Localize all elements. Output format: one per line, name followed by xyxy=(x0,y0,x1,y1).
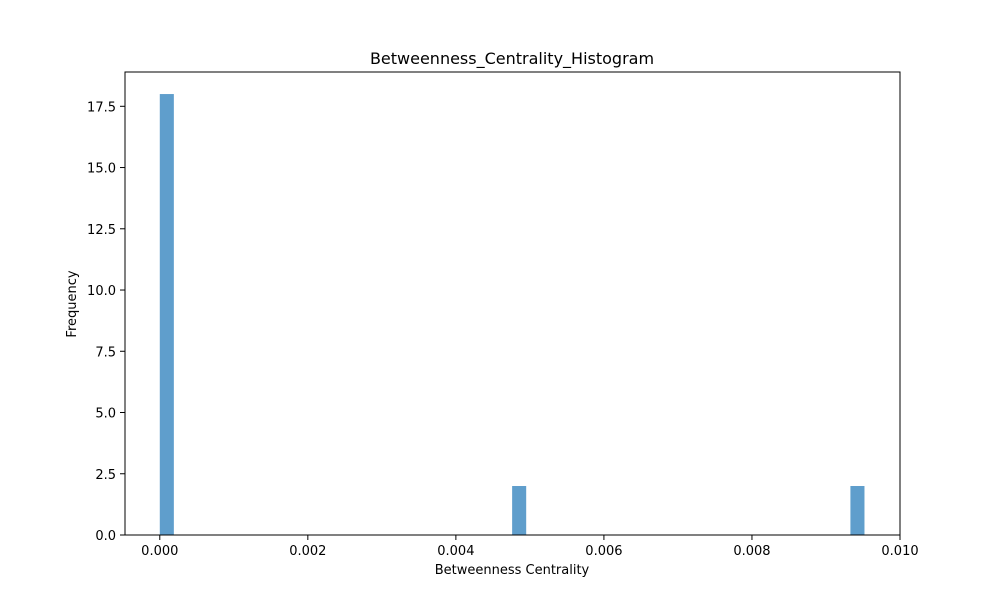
x-axis-label: Betweenness Centrality xyxy=(435,563,590,578)
y-tick-label: 7.5 xyxy=(95,345,116,360)
x-tick-label: 0.002 xyxy=(289,544,326,559)
y-axis-label: Frequency xyxy=(65,270,80,337)
histogram-bar xyxy=(850,486,865,535)
x-axis-ticks: 0.000 0.002 0.004 0.006 0.008 0.010 xyxy=(141,535,919,559)
histogram-bar xyxy=(159,94,174,536)
x-tick-label: 0.004 xyxy=(437,544,474,559)
y-tick-label: 17.5 xyxy=(87,100,116,115)
y-axis-ticks: 0.0 2.5 5.0 7.5 10.0 12.5 15.0 17.5 xyxy=(87,100,125,544)
x-tick-label: 0.008 xyxy=(733,544,770,559)
chart-title: Betweenness_Centrality_Histogram xyxy=(370,49,654,69)
y-tick-label: 2.5 xyxy=(95,468,116,483)
x-tick-label: 0.006 xyxy=(585,544,622,559)
x-tick-label: 0.000 xyxy=(141,544,178,559)
x-tick-label: 0.010 xyxy=(881,544,918,559)
bars-layer xyxy=(159,94,865,536)
y-tick-label: 15.0 xyxy=(87,162,116,177)
y-tick-label: 5.0 xyxy=(95,407,116,422)
y-tick-label: 10.0 xyxy=(87,284,116,299)
histogram-bar xyxy=(512,486,527,535)
y-tick-label: 0.0 xyxy=(95,529,116,544)
y-tick-label: 12.5 xyxy=(87,223,116,238)
plot-frame xyxy=(124,71,901,536)
